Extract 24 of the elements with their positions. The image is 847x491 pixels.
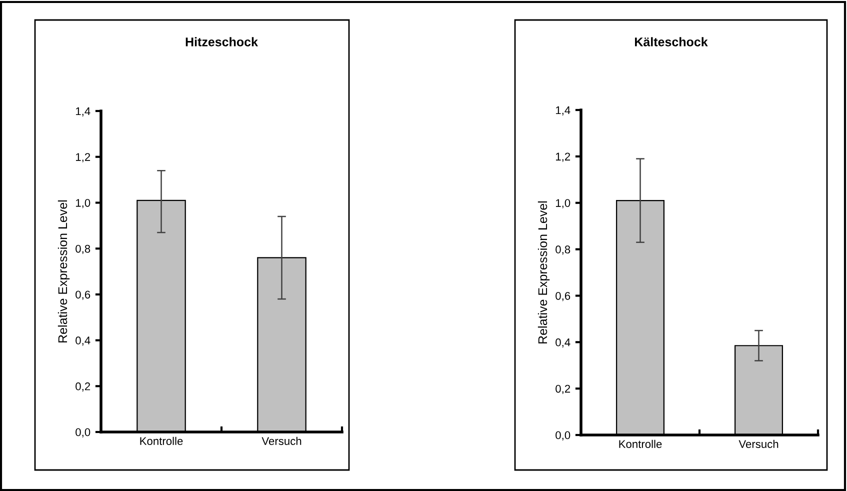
y-tick-label: 1,4 — [76, 107, 90, 116]
y-tick-label: 0,4 — [556, 338, 570, 348]
y-axis-title: Relative Expression Level — [538, 201, 550, 344]
y-tick-label: 0,6 — [76, 290, 90, 300]
x-tick-label: Kontrolle — [619, 440, 662, 448]
y-tick-label: 0,8 — [76, 244, 90, 254]
y-tick-label: 1,2 — [556, 152, 570, 162]
x-tick-label: Versuch — [738, 440, 778, 448]
y-tick-label: 0,4 — [76, 336, 90, 346]
y-axis-title: Relative Expression Level — [58, 200, 70, 342]
y-tick-label: 1,2 — [76, 153, 90, 162]
y-tick-label: 0,0 — [76, 428, 90, 438]
y-tick-label: 0,8 — [556, 246, 570, 255]
x-tick-label: Kontrolle — [140, 436, 183, 446]
chart-title: Kälteschock — [635, 37, 708, 46]
y-tick-label: 1,4 — [556, 106, 570, 116]
y-tick-label: 0,0 — [556, 431, 570, 440]
y-tick-label: 0,2 — [556, 384, 570, 394]
x-tick-label: Versuch — [262, 436, 302, 446]
y-tick-label: 1,0 — [76, 198, 90, 208]
y-tick-label: 0,6 — [556, 292, 570, 302]
y-tick-label: 0,2 — [76, 382, 90, 392]
chart-title: Hitzeschock — [186, 37, 258, 46]
y-tick-label: 1,0 — [556, 199, 570, 208]
